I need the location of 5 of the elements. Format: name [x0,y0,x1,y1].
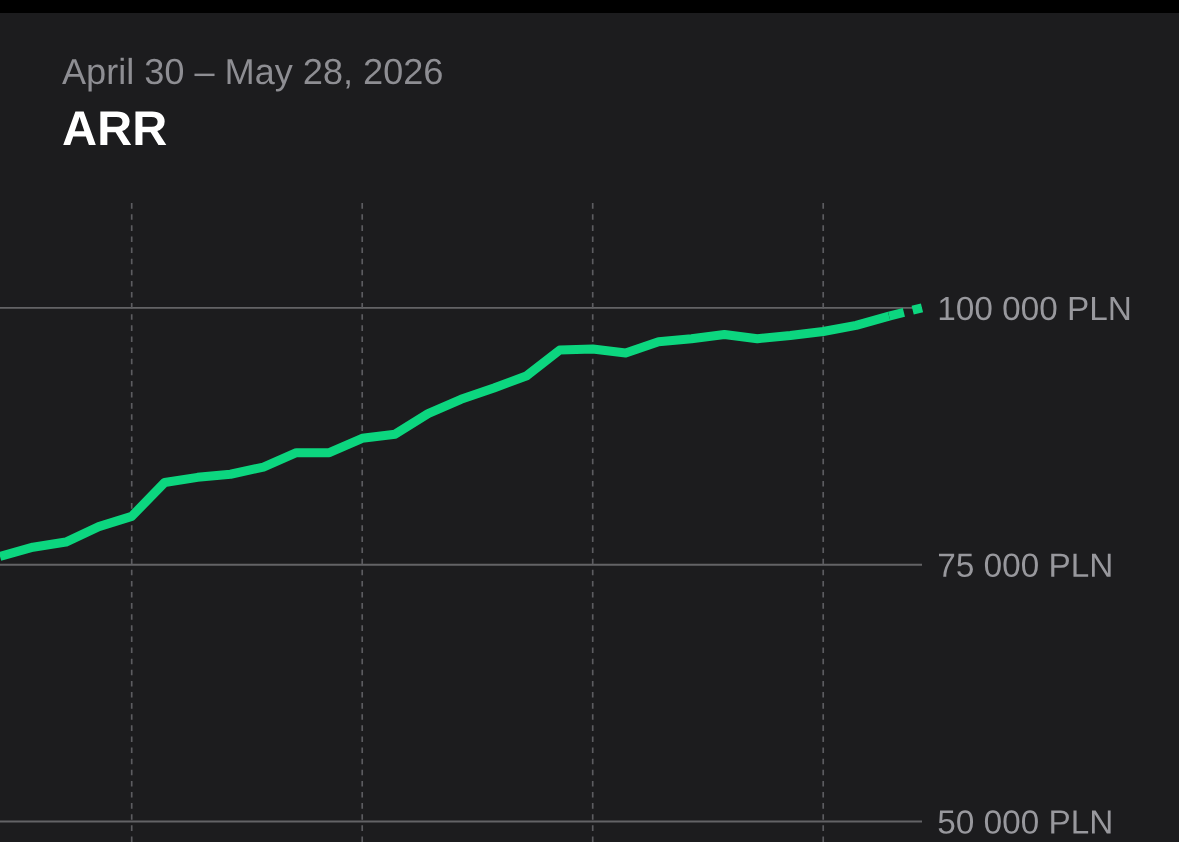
y-tick-label: 50 000 PLN [938,810,1111,834]
chart-subtitle: April 30 – May 28, 2026 [62,57,442,92]
y-tick-label: 75 000 PLN [938,553,1111,578]
y-tick-label: 100 000 PLN [939,296,1130,321]
chart-title: ARR [63,111,167,145]
